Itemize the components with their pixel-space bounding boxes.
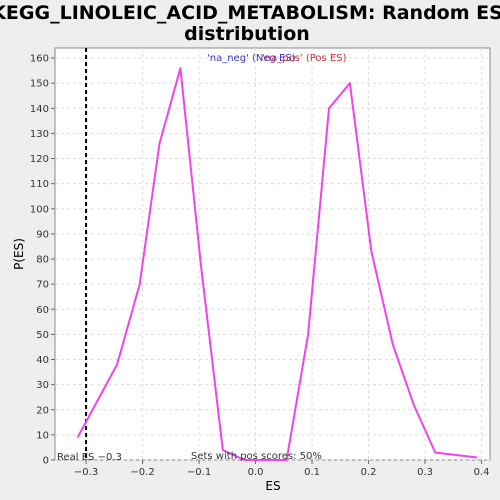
y-tick-label: 10 bbox=[36, 430, 49, 441]
real-es-label: Real ES −0.3 bbox=[57, 452, 122, 463]
y-tick-label: 0 bbox=[43, 456, 49, 467]
y-tick-label: 140 bbox=[30, 104, 49, 115]
y-tick-label: 160 bbox=[30, 54, 49, 65]
x-tick-label: −0.1 bbox=[187, 467, 211, 478]
x-tick-label: 0.1 bbox=[304, 467, 320, 478]
y-tick-label: 110 bbox=[30, 179, 49, 190]
y-tick-label: 40 bbox=[36, 355, 49, 366]
y-tick-label: 90 bbox=[36, 229, 49, 240]
x-tick-label: 0.0 bbox=[248, 467, 264, 478]
y-tick-label: 30 bbox=[36, 380, 49, 391]
legend-neg-entry: 'na_neg' (Neg ES) bbox=[207, 53, 296, 64]
y-axis-ticks: 0 10 20 30 40 50 60 70 80 90 100 110 120 130 140 150 160 bbox=[30, 54, 55, 467]
y-axis-title: P(ES) bbox=[12, 238, 26, 270]
pos-scores-label: Sets with pos scores: 50% bbox=[191, 451, 322, 462]
legend-pos-entry: 'na_pos' (Pos ES) bbox=[262, 53, 347, 64]
x-tick-label: 0.4 bbox=[474, 467, 490, 478]
x-tick-label: 0.3 bbox=[417, 467, 433, 478]
x-axis-ticks: −0.3 −0.2 −0.1 0.0 0.1 0.2 0.3 0.4 bbox=[74, 460, 490, 478]
y-tick-label: 80 bbox=[36, 255, 49, 266]
x-tick-label: −0.2 bbox=[130, 467, 154, 478]
y-tick-label: 20 bbox=[36, 405, 49, 416]
x-tick-label: 0.2 bbox=[361, 467, 377, 478]
chart-title-line2: distribution bbox=[184, 23, 310, 45]
y-tick-label: 120 bbox=[30, 154, 49, 165]
es-distribution-line bbox=[76, 67, 478, 461]
x-axis-title: ES bbox=[265, 479, 280, 493]
y-tick-label: 150 bbox=[30, 79, 49, 90]
y-tick-label: 60 bbox=[36, 305, 49, 316]
x-tick-label: −0.3 bbox=[74, 467, 98, 478]
grid-lines bbox=[55, 48, 490, 461]
plot-area bbox=[54, 47, 491, 461]
y-tick-label: 50 bbox=[36, 330, 49, 341]
y-tick-label: 70 bbox=[36, 280, 49, 291]
chart-title-line1: KEGG_LINOLEIC_ACID_METABOLISM: Random ES bbox=[0, 2, 500, 24]
y-tick-label: 130 bbox=[30, 129, 49, 140]
y-tick-label: 100 bbox=[30, 204, 49, 215]
